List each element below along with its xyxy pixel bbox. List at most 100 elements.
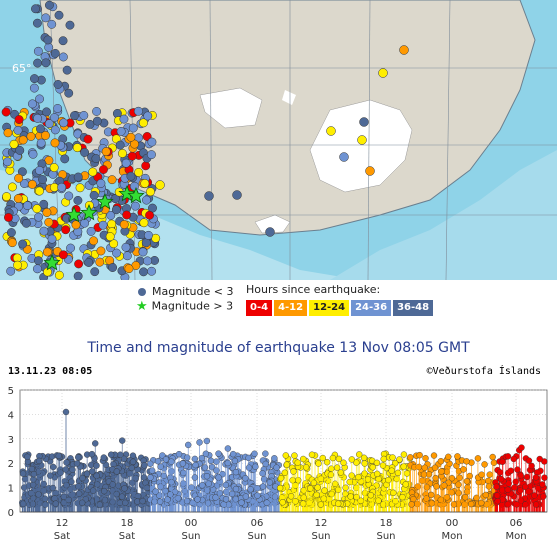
earthquake-marker [112, 248, 122, 258]
magnitude-point [204, 500, 212, 507]
magnitude-point [164, 496, 171, 503]
magnitude-point [437, 496, 445, 504]
magnitude-point [399, 493, 406, 501]
magnitude-point [315, 460, 322, 467]
magnitude-point [259, 470, 266, 477]
earthquake-marker [28, 149, 38, 159]
earthquake-marker [2, 157, 12, 167]
magnitude-point [232, 485, 240, 493]
magnitude-point [511, 484, 518, 491]
small-quake-dot-icon [138, 288, 146, 296]
magnitude-point [262, 460, 269, 468]
earthquake-marker [89, 190, 99, 200]
hours-legend-title: Hours since earthquake: [246, 283, 381, 296]
magnitude-point [361, 460, 368, 467]
magnitude-point [499, 458, 506, 466]
earthquake-marker [31, 4, 40, 14]
magnitude-point [83, 470, 91, 477]
magnitude-point [331, 480, 339, 488]
chart-timestamp: 13.11.23 08:05 [8, 366, 93, 377]
magnitude-time-chart: 0 1 2 3 4 5 12 Sat 18 Sat 00 Sun 06 Sun 12 Sun 18 Sun 00 Mo… [0, 378, 557, 546]
earthquake-marker [90, 267, 100, 277]
earthquake-marker [124, 264, 134, 274]
earthquake-marker [139, 267, 148, 277]
magnitude-point [129, 458, 137, 466]
earthquake-marker [47, 234, 57, 244]
magnitude-point [300, 455, 307, 463]
magnitude-point [437, 458, 445, 465]
x-tick-hour: 18 [380, 518, 393, 529]
earthquake-marker [36, 138, 46, 148]
magnitude-point [532, 474, 540, 481]
earthquake-marker [49, 113, 59, 123]
earthquake-marker [65, 20, 75, 30]
x-tick-hour: 00 [185, 518, 198, 529]
earthquake-marker [89, 236, 99, 246]
magnitude-point [340, 459, 347, 466]
earthquake-marker [6, 228, 16, 237]
earthquake-marker [130, 181, 139, 191]
magnitude-point [254, 492, 261, 499]
magnitude-point [441, 482, 448, 489]
earthquake-marker [127, 151, 137, 161]
earthquake-marker [139, 118, 148, 128]
earthquake-markers[interactable] [1, 0, 409, 280]
earthquake-marker [119, 220, 129, 229]
magnitude-point [463, 458, 470, 465]
magnitude-point [518, 444, 525, 451]
earthquake-marker [21, 218, 31, 228]
earthquake-marker [64, 191, 74, 201]
earthquake-marker [359, 117, 369, 127]
earthquake-marker [13, 125, 23, 135]
magnitude-point [373, 470, 381, 478]
earthquake-marker [134, 168, 144, 177]
magnitude-point [203, 437, 211, 445]
earthquake-marker [41, 13, 51, 23]
magnitude-point [283, 461, 291, 468]
earthquake-marker [145, 210, 155, 220]
earthquake-marker [53, 104, 63, 113]
magnitude-point [89, 487, 97, 494]
magnitude-point [242, 475, 249, 482]
magnitude-point [355, 473, 362, 481]
earthquake-map[interactable]: 65° [0, 0, 557, 280]
magnitude-point [432, 474, 439, 482]
magnitude-point [179, 460, 187, 467]
earthquake-marker [85, 119, 95, 129]
magnitude-point [68, 478, 75, 486]
magnitude-point [302, 464, 310, 471]
magnitude-point [242, 493, 250, 500]
magnitude-point [101, 496, 109, 504]
magnitude-point [456, 474, 463, 481]
earthquake-marker [86, 226, 96, 236]
magnitude-point [496, 469, 504, 476]
x-tick-day: Sun [376, 531, 395, 542]
large-earthquake-markers[interactable] [43, 184, 145, 271]
magnitude-point [148, 467, 156, 474]
magnitude-point [222, 496, 230, 503]
magnitude-point [180, 469, 187, 477]
earthquake-marker [58, 52, 68, 62]
earthquake-marker [143, 256, 152, 266]
copyright-label: ©Veðurstofa Íslands [426, 366, 541, 377]
earthquake-marker [7, 238, 17, 248]
earthquake-marker [147, 266, 157, 276]
magnitude-point [428, 500, 436, 507]
magnitude-point [19, 470, 27, 477]
earthquake-marker [111, 205, 121, 215]
magnitude-point [333, 464, 341, 471]
magnitude-point [438, 468, 445, 475]
magnitude-point [497, 475, 505, 483]
magnitude-point [494, 497, 501, 505]
magnitude-point [134, 492, 142, 500]
magnitude-point [348, 456, 356, 463]
earthquake-marker [6, 266, 16, 276]
magnitude-small-legend: Magnitude < 3 [138, 285, 234, 298]
earthquake-marker [53, 80, 63, 89]
earthquake-marker [126, 171, 136, 181]
earthquake-marker [96, 246, 106, 256]
magnitude-point [319, 454, 326, 462]
x-tick-day: Sun [247, 531, 266, 542]
magnitude-point [228, 490, 236, 498]
earthquake-marker [74, 259, 84, 269]
